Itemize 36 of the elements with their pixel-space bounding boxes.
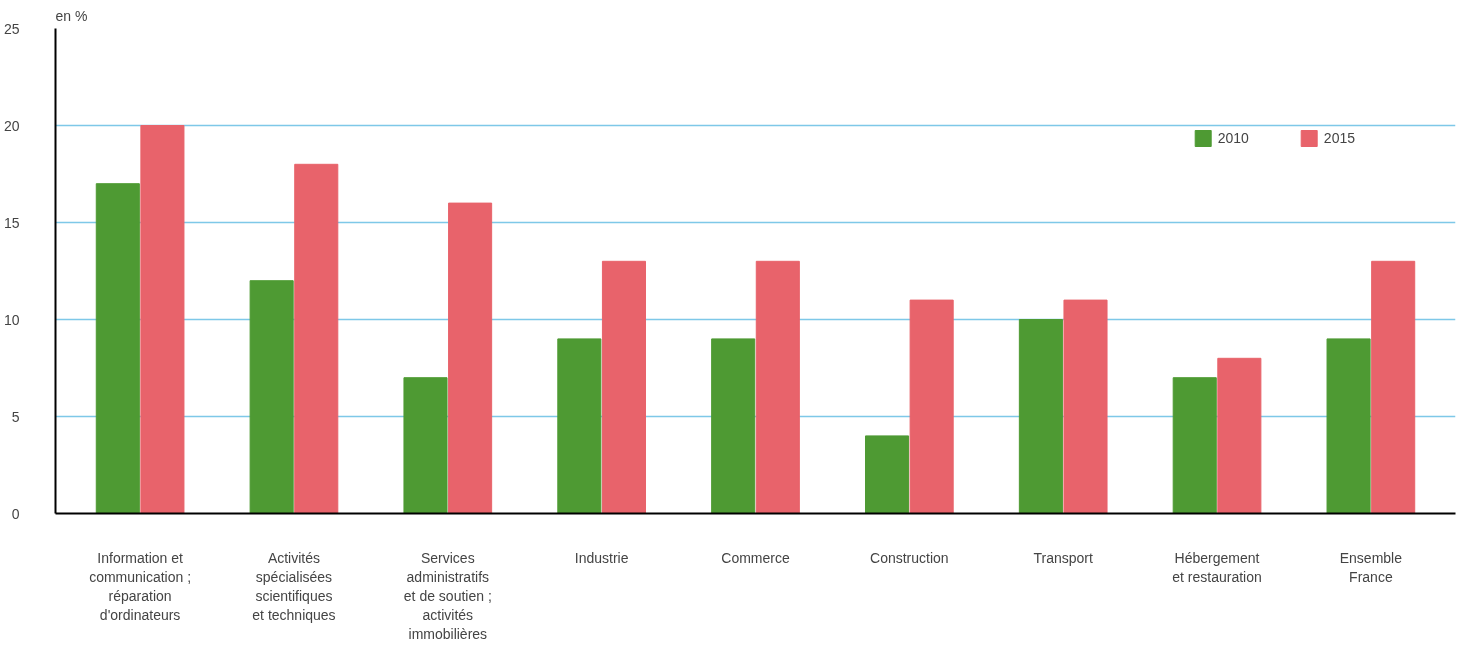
bar (294, 163, 339, 514)
bar (865, 435, 910, 514)
x-tick-label: Information et communication ; réparation d'ordinateurs (89, 549, 192, 624)
x-tick-label: Hébergement et restauration (1172, 549, 1262, 585)
bar (711, 338, 756, 514)
bar (1063, 299, 1108, 514)
y-axis-title: en % (55, 7, 88, 24)
bar (1018, 319, 1063, 514)
bar (1371, 260, 1416, 514)
y-tick-label: 10 (3, 311, 20, 328)
x-tick-label: Activités spécialisées scientifiques et techniques (252, 549, 336, 624)
bar (557, 338, 602, 514)
y-tick-label: 20 (3, 117, 20, 134)
bar (95, 183, 140, 514)
legend-label: 2015 (1323, 130, 1355, 146)
bar (1217, 357, 1262, 514)
x-tick-label: Construction (870, 549, 949, 566)
y-tick-label: 15 (3, 214, 20, 231)
x-tick-label: Commerce (721, 549, 790, 566)
x-tick-label: Industrie (574, 549, 629, 566)
x-tick-label: Ensemble France (1339, 549, 1403, 585)
legend-label: 2010 (1217, 130, 1249, 146)
bar (1172, 377, 1217, 514)
bar (1326, 338, 1371, 514)
y-tick-label: 25 (3, 20, 20, 37)
x-tick-label: Transport (1033, 549, 1093, 566)
bar (403, 377, 448, 514)
bar (601, 260, 646, 514)
y-tick-label: 5 (11, 408, 20, 425)
x-tick-label: Services administratifs et de soutien ; activités immobilières (403, 549, 492, 643)
bar (249, 280, 294, 514)
bar (140, 125, 185, 514)
y-tick-label: 0 (11, 505, 20, 522)
bar (448, 202, 493, 514)
bar (755, 260, 800, 514)
bar (909, 299, 954, 514)
